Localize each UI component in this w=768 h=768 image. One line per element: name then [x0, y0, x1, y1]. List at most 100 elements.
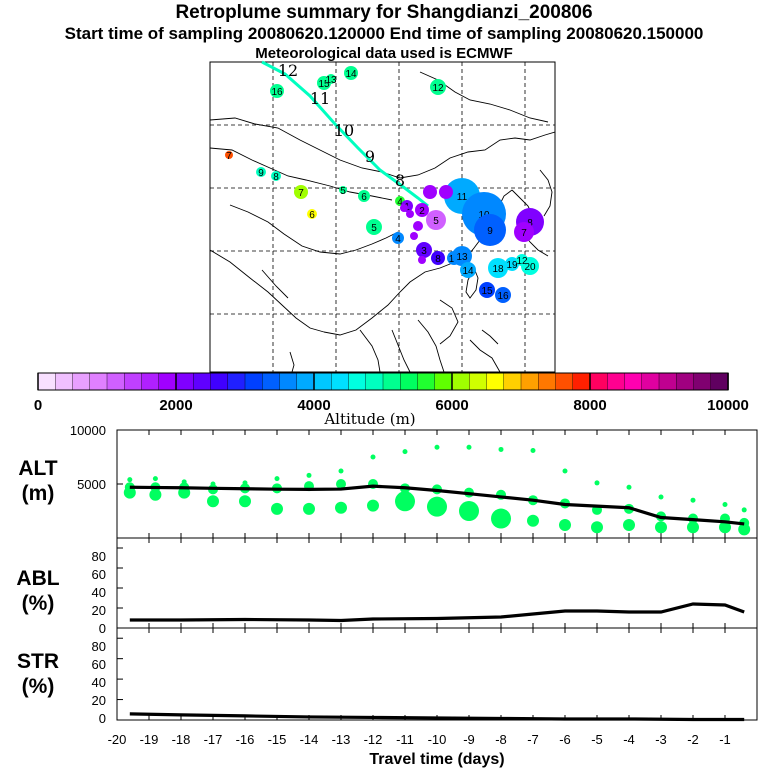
- plume-label: 4: [395, 234, 401, 245]
- x-tick-label: -6: [559, 732, 571, 747]
- colorbar-swatch: [158, 372, 177, 391]
- plume-circle: [326, 74, 336, 84]
- plume-label: 13: [325, 75, 337, 86]
- plume-label: 15: [318, 79, 330, 90]
- alt-data-point: [655, 521, 667, 534]
- plume-label: 7: [298, 188, 304, 199]
- alt-data-point: [658, 494, 664, 500]
- plume-dot: [423, 185, 437, 199]
- plume-circle: [431, 251, 445, 265]
- colorbar-swatch: [175, 372, 194, 391]
- alt-data-point: [530, 448, 536, 454]
- colorbar-swatch: [417, 372, 436, 391]
- panels-frame: [116, 429, 758, 721]
- colorbar-swatch: [400, 372, 419, 391]
- x-tick-label: -20: [108, 732, 127, 747]
- trajectory-day-label: 12: [278, 61, 298, 80]
- alt-data-point: [149, 488, 162, 501]
- plume-label: 7: [226, 151, 232, 162]
- plume-circle: [495, 287, 511, 303]
- alt-data-point: [152, 476, 158, 482]
- plume-circle: [225, 151, 233, 159]
- plume-circles: 1415131612798766554125341110987811131418…: [225, 66, 544, 303]
- sampling-time-line: Start time of sampling 20080620.120000 E…: [64, 24, 704, 43]
- trajectory-day-label: 10: [334, 121, 354, 140]
- plume-label: 15: [481, 286, 493, 297]
- x-tick-label: -5: [591, 732, 603, 747]
- alt-data-point: [367, 499, 379, 512]
- plume-circle: [474, 214, 506, 246]
- x-tick-label: -9: [463, 732, 475, 747]
- colorbar-swatch: [434, 372, 453, 391]
- abl-panel-name: ABL: [16, 567, 59, 590]
- plume-label: 2: [419, 206, 425, 217]
- colorbar-swatch: [124, 372, 143, 391]
- colorbar-label: Altitude (m): [323, 410, 415, 428]
- x-tick-label: -8: [495, 732, 507, 747]
- alt-data-point: [591, 521, 603, 534]
- colorbar-swatch: [520, 372, 539, 391]
- alt-data-point: [335, 501, 347, 514]
- plume-label: 8: [527, 218, 533, 229]
- plume-circle: [358, 190, 370, 202]
- plume-label: 9: [487, 226, 493, 237]
- alt-data-point: [239, 495, 251, 508]
- alt-data-point: [303, 502, 315, 515]
- alt-data-point: [395, 491, 415, 512]
- alt-ytick: 5000: [77, 477, 106, 492]
- plume-dot: [439, 185, 453, 199]
- abl-ytick: 40: [92, 585, 106, 600]
- alt-data-point: [123, 486, 136, 499]
- alt-data-point: [594, 480, 600, 486]
- colorbar-swatch: [72, 372, 91, 391]
- alt-data-point: [207, 495, 219, 508]
- colorbar-swatch: [348, 372, 367, 391]
- alt-data-point: [623, 519, 635, 532]
- alt-data-point: [338, 468, 344, 474]
- plume-label: 3: [421, 246, 427, 257]
- colorbar-tick-label: 2000: [159, 397, 192, 414]
- plume-label: 18: [492, 264, 504, 275]
- alt-data-point: [491, 508, 511, 529]
- colorbar-swatch: [693, 372, 712, 391]
- colorbar-tick-label: 10000: [707, 397, 749, 414]
- colorbar-swatch: [227, 372, 246, 391]
- alt-panel-unit: (m): [22, 482, 55, 505]
- plume-dot: [406, 210, 414, 218]
- colorbar-tick-label: 4000: [297, 397, 330, 414]
- plume-dot: [410, 232, 418, 240]
- plume-circle: [505, 257, 519, 271]
- colorbar-swatch: [624, 372, 643, 391]
- alt-data-point: [738, 523, 751, 536]
- x-tick-label: -2: [687, 732, 699, 747]
- plume-label: 14: [345, 69, 357, 80]
- plume-circle: [344, 66, 358, 80]
- colorbar-tick-label: 8000: [573, 397, 606, 414]
- colorbar-swatch: [382, 372, 401, 391]
- plume-label: 8: [435, 254, 441, 265]
- colorbar-swatch: [331, 372, 350, 391]
- alt-data-point: [402, 449, 408, 455]
- colorbar-swatch: [641, 372, 660, 391]
- x-tick-label: -4: [623, 732, 635, 747]
- alt-data-point: [459, 501, 479, 521]
- plume-label: 13: [456, 252, 468, 263]
- plume-circle: [426, 210, 446, 230]
- trajectory-day-label: 8: [395, 171, 405, 190]
- colorbar-swatch: [503, 372, 522, 391]
- plume-label: 6: [309, 210, 315, 221]
- str-ytick: 0: [99, 711, 106, 726]
- colorbar-swatch: [658, 372, 677, 391]
- plume-dot: [400, 204, 408, 212]
- colorbar-swatch: [589, 372, 608, 391]
- alt-mean-line: [129, 484, 745, 526]
- alt-data-point: [306, 472, 312, 478]
- colorbar-swatch: [710, 372, 729, 391]
- x-tick-label: -10: [428, 732, 447, 747]
- alt-data-point: [498, 446, 504, 452]
- alt-data-point: [559, 519, 571, 532]
- plume-circle: [416, 242, 432, 258]
- time-series-panels: ALT (m) ABL (%) STR (%) 10000 5000 80 60…: [16, 423, 758, 768]
- colorbar-swatch: [141, 372, 160, 391]
